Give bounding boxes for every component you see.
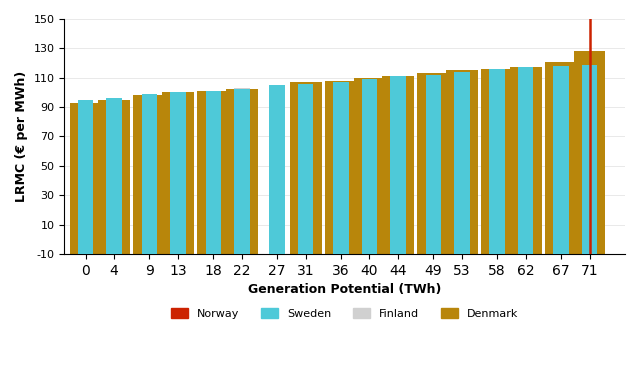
Bar: [234, 88, 250, 254]
X-axis label: Generation Potential (TWh): Generation Potential (TWh): [248, 283, 442, 296]
Bar: [417, 74, 449, 254]
Bar: [226, 90, 258, 254]
Bar: [362, 79, 378, 254]
Bar: [290, 82, 321, 254]
Bar: [333, 82, 349, 254]
Bar: [170, 92, 186, 254]
Bar: [545, 61, 577, 254]
Bar: [234, 90, 250, 254]
Bar: [382, 76, 414, 254]
Bar: [162, 92, 194, 254]
Bar: [197, 91, 229, 254]
Bar: [454, 72, 470, 254]
Y-axis label: LRMC (€ per MWh): LRMC (€ per MWh): [15, 71, 28, 202]
Legend: Norway, Sweden, Finland, Denmark: Norway, Sweden, Finland, Denmark: [166, 304, 523, 324]
Bar: [582, 65, 597, 254]
Bar: [490, 69, 505, 254]
Bar: [106, 98, 122, 254]
Bar: [70, 103, 102, 254]
Bar: [141, 94, 157, 254]
Bar: [269, 86, 285, 254]
Bar: [518, 68, 533, 254]
Bar: [205, 91, 221, 254]
Bar: [509, 68, 541, 254]
Bar: [554, 66, 569, 254]
Bar: [481, 69, 513, 254]
Bar: [325, 81, 357, 254]
Bar: [269, 85, 285, 254]
Bar: [573, 51, 605, 254]
Bar: [446, 70, 477, 254]
Bar: [390, 76, 406, 254]
Bar: [426, 75, 441, 254]
Bar: [353, 78, 385, 254]
Bar: [134, 95, 165, 254]
Bar: [78, 100, 93, 254]
Bar: [98, 100, 130, 254]
Bar: [518, 68, 533, 254]
Bar: [298, 84, 314, 254]
